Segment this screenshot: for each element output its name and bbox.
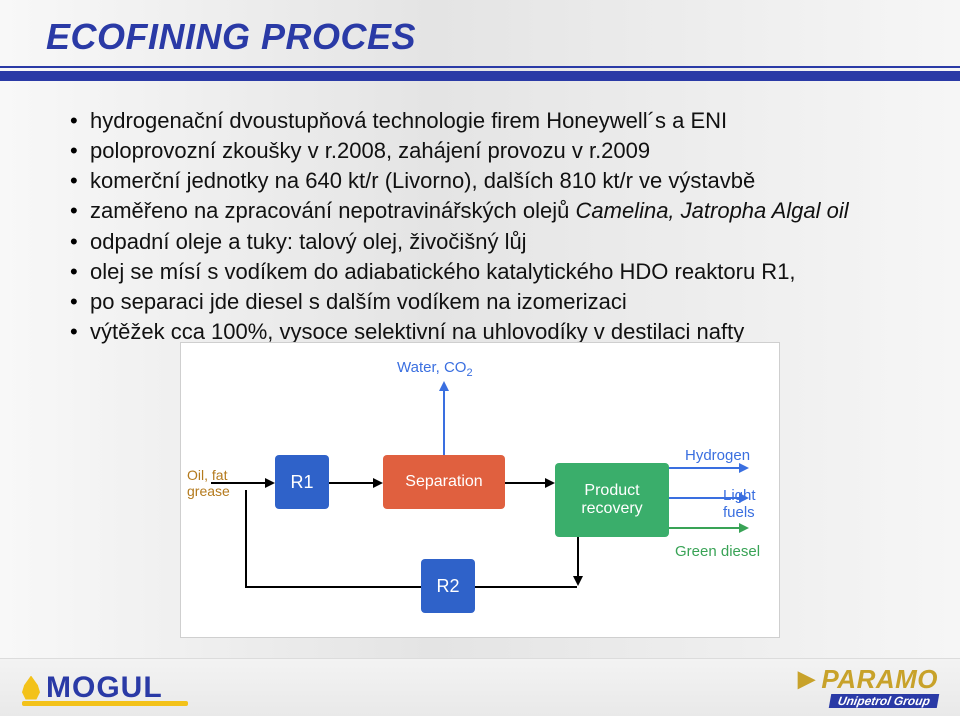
- mogul-text: MOGUL: [46, 671, 163, 705]
- bullet-item: hydrogenační dvoustupňová technologie fi…: [70, 107, 920, 135]
- node-r2: R2: [421, 559, 475, 613]
- slide: ECOFINING PROCES hydrogenační dvoustupňo…: [0, 0, 960, 716]
- bullet-item: olej se mísí s vodíkem do adiabatického …: [70, 258, 920, 286]
- label-feed: Oil, fatgrease: [187, 467, 230, 499]
- node-r1: R1: [275, 455, 329, 509]
- bullet-item: po separaci jde diesel s dalším vodíkem …: [70, 288, 920, 316]
- pr-to-r2-h: [475, 586, 577, 588]
- paramo-text: PARAMO: [821, 666, 938, 692]
- arrow-sep_pr: [505, 482, 555, 484]
- arrow-pr_r2: [577, 537, 579, 586]
- label-hyd: Hydrogen: [685, 447, 750, 464]
- diagram: R1 Separation Productrecovery R2 Oil, fatgre…: [180, 342, 780, 638]
- triangle-icon: ▶: [798, 668, 815, 690]
- arrow-pr_gd: [669, 527, 749, 529]
- bullet-item: zaměřeno na zpracování nepotravinářských…: [70, 197, 920, 225]
- label-gd: Green diesel: [675, 543, 760, 560]
- page-title: ECOFINING PROCES: [0, 0, 960, 66]
- body: hydrogenační dvoustupňová technologie fi…: [0, 81, 960, 346]
- title-rules: [0, 66, 960, 81]
- arrow-pr_hyd: [669, 467, 749, 469]
- bullet-item: poloprovozní zkoušky v r.2008, zahájení …: [70, 137, 920, 165]
- arrow-r1_sep: [329, 482, 383, 484]
- recycle-seg-v: [245, 490, 247, 586]
- node-sep: Separation: [383, 455, 505, 509]
- bullet-item: komerční jednotky na 640 kt/r (Livorno),…: [70, 167, 920, 195]
- paramo-sub: Unipetrol Group: [829, 694, 939, 708]
- mogul-underline: [22, 701, 188, 706]
- label-lf: Lightfuels: [723, 487, 756, 521]
- paramo-top: ▶ PARAMO: [798, 666, 938, 692]
- footer: MOGUL ▶ PARAMO Unipetrol Group: [0, 658, 960, 716]
- title-area: ECOFINING PROCES: [0, 0, 960, 81]
- bullet-list: hydrogenační dvoustupňová technologie fi…: [70, 107, 920, 346]
- drop-icon: [22, 676, 40, 700]
- bullet-item: odpadní oleje a tuky: talový olej, živoč…: [70, 228, 920, 256]
- recycle-seg-h: [245, 586, 421, 588]
- arrow-sep_up: [443, 381, 445, 455]
- node-pr: Productrecovery: [555, 463, 669, 537]
- mogul-logo: MOGUL: [22, 671, 163, 705]
- label-water: Water, CO2: [397, 359, 473, 379]
- paramo-logo: ▶ PARAMO Unipetrol Group: [798, 666, 938, 709]
